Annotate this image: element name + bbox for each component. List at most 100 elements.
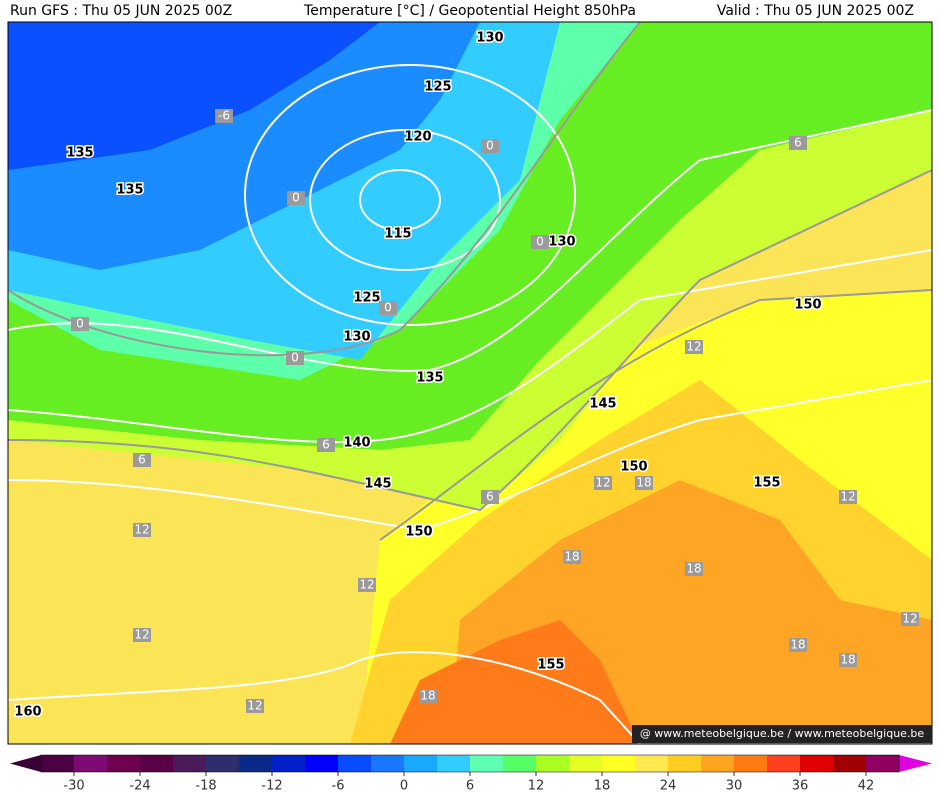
temperature-label-box — [789, 638, 807, 652]
temperature-label-box — [287, 191, 305, 205]
temperature-label-box — [789, 136, 807, 150]
temperature-label: 18 — [420, 689, 435, 703]
colorbar-swatch — [668, 755, 702, 772]
temperature-label: 12 — [134, 523, 149, 537]
colorbar-swatch — [536, 755, 570, 772]
temperature-label-box — [286, 351, 304, 365]
temperature-label-box — [635, 476, 653, 490]
colorbar-tick-label: -30 — [63, 779, 84, 794]
temperature-label: 18 — [790, 638, 805, 652]
temperature-label: 0 — [291, 351, 299, 365]
colorbar-swatch — [569, 755, 603, 772]
colorbar-arrow-right — [899, 755, 932, 772]
temperature-label-box — [839, 490, 857, 504]
watermark-box — [632, 725, 932, 743]
temperature-label-box — [358, 578, 376, 592]
temperature-label: 12 — [902, 612, 917, 626]
temperature-label-box — [317, 438, 335, 452]
valid-label: Valid : Thu 05 JUN 2025 00Z — [717, 3, 914, 19]
run-label: Run GFS : Thu 05 JUN 2025 00Z — [10, 3, 232, 19]
colorbar-swatch — [239, 755, 273, 772]
temperature-label: 0 — [292, 191, 300, 205]
colorbar-tick-label: 0 — [400, 779, 408, 794]
colorbar-tick-label: 6 — [466, 779, 474, 794]
colorbar-swatch — [833, 755, 867, 772]
colorbar-tick-label: 24 — [660, 779, 677, 794]
temperature-label: 6 — [794, 136, 802, 150]
height-label: 130 — [476, 31, 503, 46]
temperature-label-box — [71, 317, 89, 331]
temperature-label: 12 — [595, 476, 610, 490]
colorbar-swatch — [272, 755, 306, 772]
temperature-label: 0 — [486, 139, 494, 153]
colorbar-swatch — [74, 755, 108, 772]
temperature-label: 6 — [322, 438, 330, 452]
colorbar-tick-label: 36 — [792, 779, 809, 794]
temperature-label: 6 — [138, 453, 146, 467]
height-label: 155 — [753, 476, 780, 491]
height-label: 155 — [537, 658, 564, 673]
colorbar-swatch — [503, 755, 537, 772]
height-label: 150 — [794, 298, 821, 313]
temperature-label-box — [133, 628, 151, 642]
height-label: 135 — [66, 146, 93, 161]
temperature-label-box — [481, 139, 499, 153]
temperature-label: 6 — [486, 490, 494, 504]
height-label: 130 — [548, 235, 575, 250]
temperature-label: 18 — [840, 653, 855, 667]
temperature-label: 18 — [636, 476, 651, 490]
temperature-label: 12 — [247, 699, 262, 713]
height-label: 120 — [404, 130, 431, 145]
colorbar-arrow-left — [10, 755, 41, 772]
colorbar-swatch — [437, 755, 471, 772]
height-label: 150 — [620, 460, 647, 475]
colorbar-swatch — [206, 755, 240, 772]
colorbar-swatch — [140, 755, 174, 772]
colorbar-swatch — [800, 755, 834, 772]
height-label: 135 — [116, 183, 143, 198]
height-label: 145 — [589, 397, 616, 412]
colorbar-swatch — [635, 755, 669, 772]
colorbar-tick-label: 42 — [858, 779, 875, 794]
colorbar-tick-label: 12 — [528, 779, 545, 794]
temperature-label-box — [531, 235, 549, 249]
temperature-label-box — [594, 476, 612, 490]
temperature-label: 0 — [536, 235, 544, 249]
temperature-label-box — [419, 689, 437, 703]
temperature-label-box — [133, 523, 151, 537]
temperature-label: 18 — [564, 550, 579, 564]
temperature-label-box — [839, 653, 857, 667]
height-label: 145 — [364, 477, 391, 492]
colorbar-tick-label: -6 — [332, 779, 345, 794]
colorbar-swatch — [338, 755, 372, 772]
colorbar-tick-label: -12 — [261, 779, 282, 794]
temperature-label-box — [246, 699, 264, 713]
temperature-label-box — [133, 453, 151, 467]
temperature-label: -6 — [218, 109, 230, 123]
colorbar-tick-label: -18 — [195, 779, 216, 794]
temperature-label: 12 — [686, 340, 701, 354]
colorbar-swatch — [602, 755, 636, 772]
map-field — [7, 21, 933, 745]
temperature-label-box — [379, 301, 397, 315]
temperature-label-box — [563, 550, 581, 564]
colorbar-swatch — [734, 755, 768, 772]
height-label: 140 — [343, 436, 370, 451]
colorbar-swatch — [305, 755, 339, 772]
colorbar-tick-label: -24 — [129, 779, 150, 794]
contour-labels: 1301251201151301251301351351351401451451… — [13, 29, 919, 721]
temperature-label: 12 — [359, 578, 374, 592]
height-label: 160 — [14, 705, 41, 720]
temperature-label: 12 — [134, 628, 149, 642]
temperature-label-box — [901, 612, 919, 626]
height-label: 135 — [416, 371, 443, 386]
temperature-label: 0 — [76, 317, 84, 331]
watermark: @ www.meteobelgique.be / www.meteobelgiq… — [640, 727, 925, 740]
temperature-label: 18 — [686, 562, 701, 576]
colorbar-tick-label: 18 — [594, 779, 611, 794]
height-label: 150 — [405, 525, 432, 540]
colorbar-swatch — [107, 755, 141, 772]
colorbar-swatch — [41, 755, 75, 772]
temperature-label-box — [685, 562, 703, 576]
